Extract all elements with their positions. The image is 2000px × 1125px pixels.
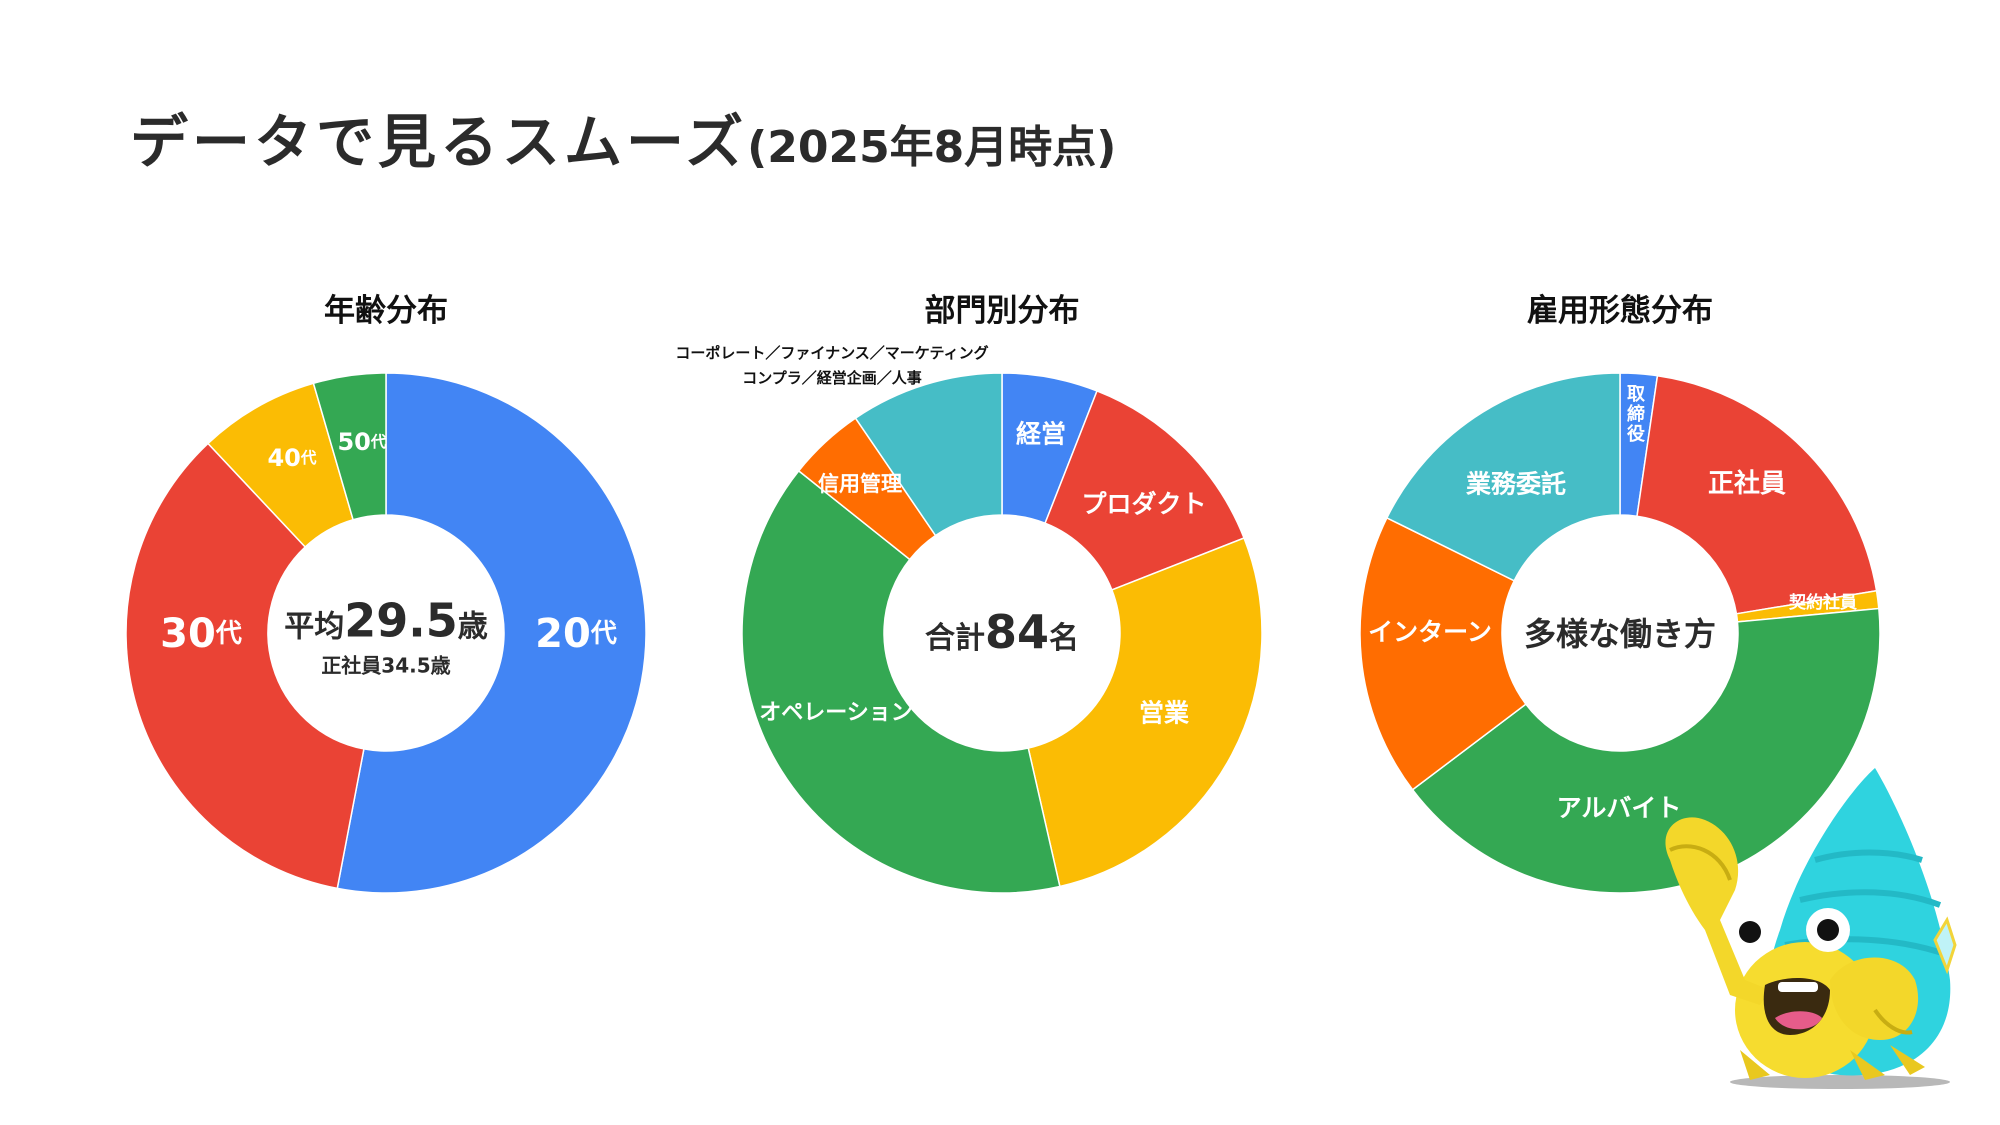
department-center-text: 合計84名 [925, 605, 1079, 659]
slice-label-1-3: オペレーション [759, 701, 913, 726]
slice-2-4 [1359, 516, 1527, 791]
slice-label-0-2: 40代 [267, 444, 316, 472]
corporate-label-line-1: コーポレート／ファイナンス／マーケティング [675, 344, 989, 362]
slice-0-1 [125, 442, 365, 890]
slice-label-1-1: プロダクト [1081, 490, 1206, 519]
page-title: データで見るスムーズ(2025年8月時点) [130, 95, 1116, 179]
center-prefix: 多様な働き方 [1523, 615, 1717, 653]
center-suffix: 歳 [457, 609, 488, 645]
slice-label-1-0: 経営 [1016, 420, 1066, 449]
slice-0-3 [312, 372, 387, 521]
slice-label-0-1: 30代 [160, 611, 242, 657]
slice-label-2-1: 正社員 [1708, 468, 1786, 499]
page-title-date: (2025年8月時点) [747, 122, 1117, 173]
hermit-crab-mascot-icon [1665, 768, 1957, 1089]
center-number: 29.5 [344, 593, 458, 648]
slice-2-3 [1411, 607, 1881, 894]
age-center-text: 平均29.5歳 正社員34.5歳 [284, 594, 488, 679]
slice-label-2-5: 業務委託 [1466, 470, 1566, 499]
center-subtext: 正社員34.5歳 [321, 653, 451, 678]
center-suffix: 名 [1049, 621, 1080, 656]
slice-0-0 [336, 372, 647, 894]
center-number: 84 [984, 605, 1050, 659]
slice-label-1-4: 信用管理 [818, 472, 902, 496]
slice-label-2-4: インターン [1368, 618, 1492, 647]
slice-label-0-3: 50代 [337, 428, 386, 456]
employment-center-text: 多様な働き方 [1524, 609, 1716, 655]
chart-title-employment: 雇用形態分布 [1527, 293, 1713, 329]
slice-1-1 [1044, 390, 1246, 591]
slice-1-3 [741, 469, 1061, 894]
center-prefix: 合計 [924, 621, 985, 656]
slice-2-1 [1636, 374, 1878, 615]
chart-title-age: 年齢分布 [324, 293, 448, 329]
page-title-main: データで見るスムーズ [130, 108, 748, 176]
center-prefix: 平均 [284, 609, 345, 645]
slice-label-2-0: 取締役 [1627, 384, 1646, 445]
chart-title-department: 部門別分布 [924, 293, 1080, 329]
slice-label-2-2: 契約社員 [1788, 592, 1857, 613]
slice-label-2-3: アルバイト [1557, 794, 1682, 823]
slice-1-5 [854, 372, 1003, 537]
corporate-label-line-2: コンプラ／経営企画／人事 [742, 369, 922, 387]
slice-1-2 [1027, 537, 1263, 888]
slice-2-5 [1385, 372, 1621, 582]
slice-label-0-0: 20代 [535, 611, 617, 657]
slice-label-1-2: 営業 [1139, 699, 1189, 728]
